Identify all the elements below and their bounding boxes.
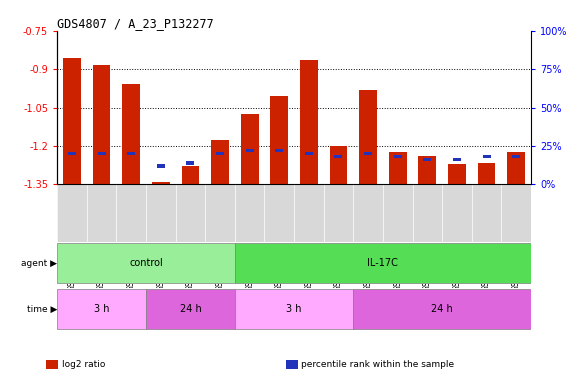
Bar (482, 155, 490, 158)
Bar (122, 84, 140, 184)
Bar (63, 58, 81, 184)
Bar (127, 152, 135, 155)
Bar (305, 152, 313, 155)
Text: 24 h: 24 h (431, 304, 453, 314)
Bar (216, 152, 224, 155)
Bar (241, 114, 259, 184)
Text: percentile rank within the sample: percentile rank within the sample (301, 360, 455, 369)
Bar (211, 139, 229, 184)
Text: IL-17C: IL-17C (368, 258, 399, 268)
Bar (359, 89, 377, 184)
Bar (335, 155, 343, 158)
Bar (246, 149, 254, 152)
Bar (419, 156, 436, 184)
Bar (507, 152, 525, 184)
Bar (300, 60, 317, 184)
Bar (57, 243, 235, 283)
Bar (271, 96, 288, 184)
Text: 3 h: 3 h (286, 304, 302, 314)
Bar (364, 152, 372, 155)
Bar (146, 289, 235, 329)
Text: 3 h: 3 h (94, 304, 109, 314)
Bar (353, 289, 531, 329)
Bar (329, 146, 347, 184)
Text: time ▶: time ▶ (27, 305, 57, 314)
Text: agent ▶: agent ▶ (21, 258, 57, 268)
Bar (152, 182, 170, 184)
Bar (423, 158, 431, 161)
Bar (98, 152, 106, 155)
Bar (478, 162, 496, 184)
Bar (512, 155, 520, 158)
Bar (182, 166, 199, 184)
Bar (275, 149, 283, 152)
Bar (453, 158, 461, 161)
Bar (57, 289, 146, 329)
Bar (93, 65, 110, 184)
Bar (68, 152, 76, 155)
Bar (186, 161, 194, 164)
Text: control: control (129, 258, 163, 268)
Bar (157, 164, 165, 167)
Text: 24 h: 24 h (179, 304, 201, 314)
Text: GDS4807 / A_23_P132277: GDS4807 / A_23_P132277 (57, 17, 214, 30)
Bar (448, 164, 466, 184)
Bar (394, 155, 402, 158)
Bar (389, 152, 407, 184)
Bar (235, 243, 531, 283)
Bar (235, 289, 353, 329)
Text: log2 ratio: log2 ratio (62, 360, 105, 369)
